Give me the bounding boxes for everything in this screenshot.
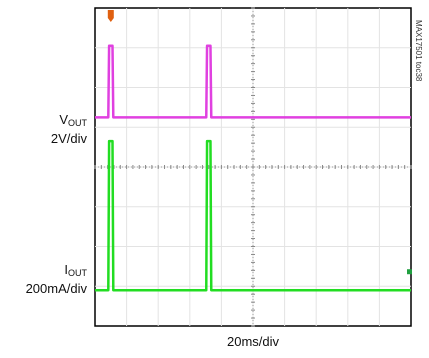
iout-label-sub: OUT <box>68 268 87 278</box>
markers <box>107 10 412 275</box>
vout-scale: 2V/div <box>50 131 87 146</box>
time-scale-label: 20ms/div <box>226 334 280 349</box>
trace-iout <box>95 139 411 292</box>
ground-marker <box>407 269 412 275</box>
vout-label-sub: OUT <box>68 118 87 128</box>
trigger-marker <box>107 10 114 22</box>
grid <box>94 7 412 327</box>
traces <box>95 44 411 292</box>
figure-id: MAX17501 toc38 <box>414 20 423 82</box>
vout-label: VOUT 2V/div <box>0 112 87 147</box>
vout-label-main: V <box>59 112 68 127</box>
iout-label: IOUT 200mA/div <box>0 262 87 297</box>
iout-scale: 200mA/div <box>25 281 87 296</box>
iout-label-main: I <box>64 262 68 277</box>
trace-vout <box>95 44 411 119</box>
